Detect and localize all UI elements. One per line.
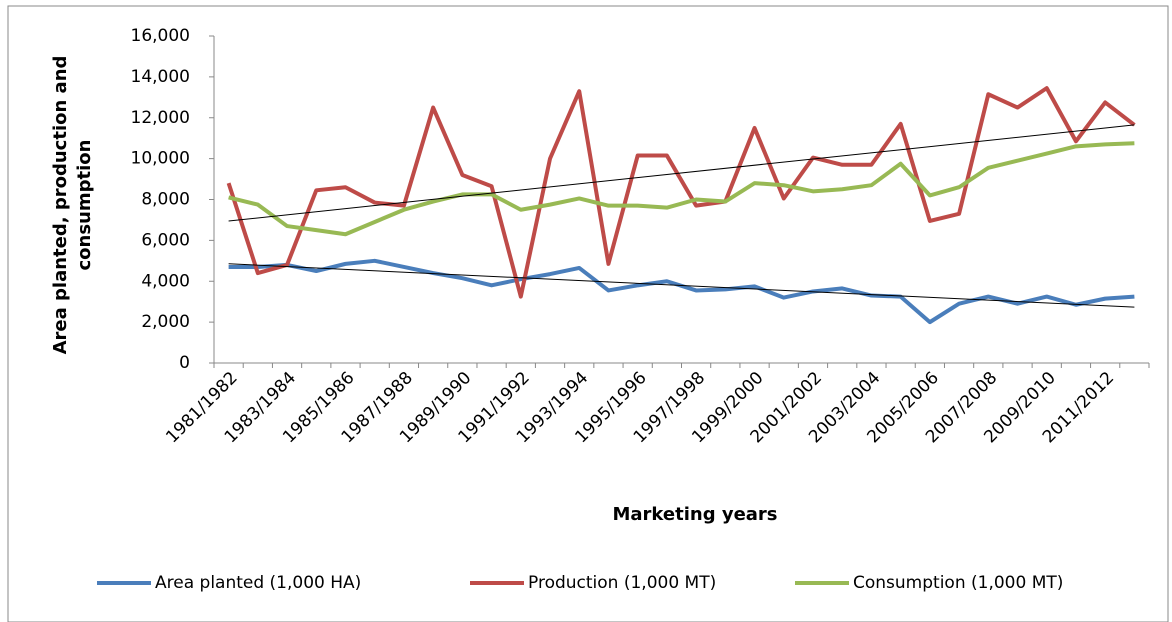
legend-label: Area planted (1,000 HA) — [155, 573, 361, 593]
y-tick-label: 6,000 — [141, 230, 190, 250]
y-tick-label: 2,000 — [141, 312, 190, 332]
y-tick-label: 12,000 — [131, 108, 190, 128]
y-axis-title: Area planted, production and consumption — [50, 56, 95, 355]
trendline — [228, 124, 1135, 222]
series-line — [226, 86, 1136, 299]
y-tick-label: 0 — [179, 353, 190, 373]
y-tick-label: 4,000 — [141, 271, 190, 291]
y-tick-label: 8,000 — [141, 190, 190, 210]
y-tick-label: 14,000 — [131, 67, 190, 87]
legend-label: Production (1,000 MT) — [528, 573, 716, 593]
x-axis-title: Marketing years — [612, 504, 777, 525]
legend-label: Consumption (1,000 MT) — [853, 573, 1063, 593]
chart-border — [7, 5, 1169, 622]
y-tick-label: 10,000 — [131, 149, 190, 169]
series-line — [228, 141, 1135, 237]
trendline — [228, 263, 1135, 308]
y-tick-label: 16,000 — [131, 26, 190, 46]
